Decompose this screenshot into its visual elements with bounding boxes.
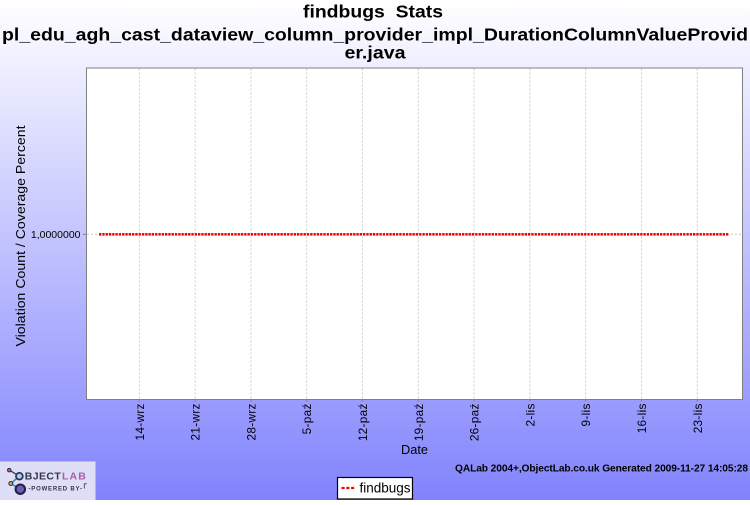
svg-text:QALab 2004+,ObjectLab.co.uk Ge: QALab 2004+,ObjectLab.co.uk Generated 20… bbox=[455, 464, 748, 475]
svg-text:er.java: er.java bbox=[345, 43, 406, 63]
svg-text:Violation Count / Coverage Per: Violation Count / Coverage Percent bbox=[13, 125, 28, 346]
svg-text:14-wrz: 14-wrz bbox=[133, 403, 147, 440]
svg-text:5-paź: 5-paź bbox=[300, 403, 314, 434]
svg-text:LAB: LAB bbox=[62, 471, 87, 483]
svg-text:26-paź: 26-paź bbox=[468, 403, 482, 441]
svg-text:findbugs: findbugs bbox=[360, 481, 411, 496]
svg-text:12-paź: 12-paź bbox=[356, 403, 370, 441]
svg-text:19-paź: 19-paź bbox=[412, 403, 426, 441]
svg-text:Date: Date bbox=[401, 442, 428, 457]
svg-text:28-wrz: 28-wrz bbox=[244, 403, 258, 440]
svg-text:9-lis: 9-lis bbox=[579, 403, 593, 426]
svg-text:findbugs Stats: findbugs Stats bbox=[303, 1, 443, 21]
svg-text:21-wrz: 21-wrz bbox=[189, 403, 203, 440]
svg-text:-POWERED BY-: -POWERED BY- bbox=[29, 487, 83, 493]
svg-text:BJECT: BJECT bbox=[25, 471, 62, 483]
svg-text:23-lis: 23-lis bbox=[691, 403, 705, 433]
svg-text:16-lis: 16-lis bbox=[635, 403, 649, 433]
svg-text:2-lis: 2-lis bbox=[523, 403, 537, 426]
svg-text:1,0000000: 1,0000000 bbox=[31, 229, 81, 241]
svg-text:pl_edu_agh_cast_dataview_colum: pl_edu_agh_cast_dataview_column_provider… bbox=[2, 24, 748, 44]
